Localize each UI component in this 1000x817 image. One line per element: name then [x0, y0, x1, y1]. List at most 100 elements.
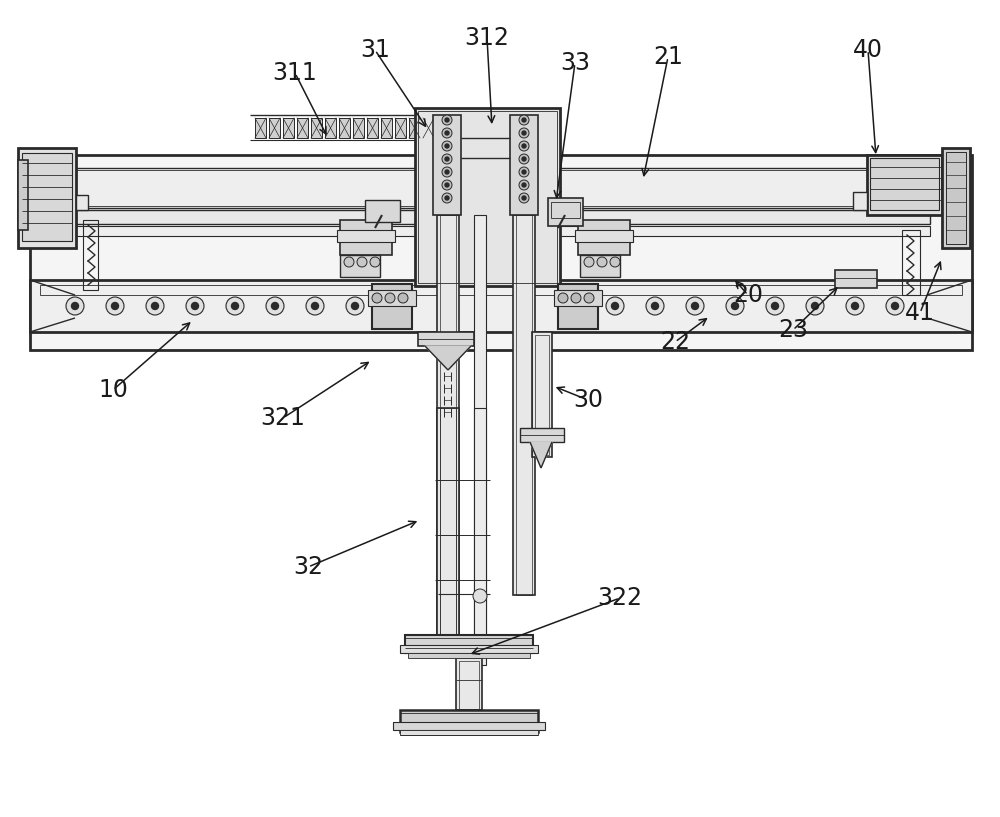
Circle shape	[445, 157, 449, 161]
Bar	[418, 332, 474, 346]
Bar	[459, 661, 479, 709]
Bar	[400, 710, 538, 732]
Circle shape	[152, 302, 158, 310]
Circle shape	[692, 302, 698, 310]
Circle shape	[442, 167, 452, 177]
Circle shape	[522, 157, 526, 161]
Bar	[551, 202, 580, 218]
Bar	[433, 115, 461, 215]
Circle shape	[522, 170, 526, 174]
Bar	[297, 118, 308, 138]
Bar	[340, 220, 392, 255]
Circle shape	[812, 302, 818, 310]
Circle shape	[442, 154, 452, 164]
Circle shape	[806, 297, 824, 315]
Bar	[75, 170, 930, 206]
Circle shape	[519, 167, 529, 177]
Bar	[393, 722, 545, 730]
Bar	[548, 198, 583, 226]
Bar	[423, 118, 434, 138]
Text: 41: 41	[905, 301, 935, 325]
Bar	[76, 195, 88, 210]
Bar	[409, 118, 420, 138]
Bar	[835, 270, 877, 288]
Circle shape	[442, 115, 452, 125]
Bar	[340, 255, 380, 277]
Bar	[558, 284, 598, 329]
Circle shape	[66, 297, 84, 315]
Bar	[578, 220, 630, 255]
Bar	[18, 148, 76, 248]
Circle shape	[597, 257, 607, 267]
Text: 21: 21	[653, 45, 683, 69]
Bar	[22, 153, 72, 241]
Circle shape	[584, 293, 594, 303]
Bar	[75, 226, 930, 236]
Bar	[367, 118, 378, 138]
Circle shape	[306, 297, 324, 315]
Circle shape	[612, 302, 618, 310]
Text: 322: 322	[598, 586, 642, 610]
Circle shape	[442, 193, 452, 203]
Circle shape	[272, 302, 278, 310]
Circle shape	[445, 170, 449, 174]
Circle shape	[445, 131, 449, 135]
Bar	[532, 332, 552, 457]
Text: 22: 22	[660, 330, 690, 354]
Bar	[400, 645, 538, 653]
Bar	[337, 230, 395, 242]
Circle shape	[442, 141, 452, 151]
Circle shape	[372, 293, 382, 303]
Circle shape	[726, 297, 744, 315]
Circle shape	[519, 128, 529, 138]
Bar	[440, 215, 456, 645]
Bar	[339, 118, 350, 138]
Bar	[353, 118, 364, 138]
Bar	[255, 118, 266, 138]
Circle shape	[766, 297, 784, 315]
Bar	[535, 335, 549, 455]
Bar	[946, 152, 966, 244]
Circle shape	[558, 293, 568, 303]
Circle shape	[72, 302, 78, 310]
Circle shape	[610, 257, 620, 267]
Text: 23: 23	[778, 318, 808, 342]
Bar	[405, 635, 533, 653]
Bar	[269, 118, 280, 138]
Bar	[870, 158, 939, 210]
Circle shape	[445, 118, 449, 122]
Bar	[513, 215, 535, 595]
Circle shape	[846, 297, 864, 315]
Text: 311: 311	[273, 61, 317, 85]
Text: 20: 20	[733, 283, 763, 307]
Circle shape	[344, 257, 354, 267]
Bar	[418, 111, 557, 283]
Circle shape	[519, 193, 529, 203]
Text: 31: 31	[360, 38, 390, 62]
Bar	[395, 118, 406, 138]
Circle shape	[106, 297, 124, 315]
Bar	[437, 215, 459, 645]
Circle shape	[519, 141, 529, 151]
Bar	[83, 220, 98, 290]
Bar	[372, 284, 412, 329]
Circle shape	[352, 302, 358, 310]
Circle shape	[571, 293, 581, 303]
Bar	[516, 215, 532, 595]
Circle shape	[852, 302, 858, 310]
Circle shape	[146, 297, 164, 315]
Circle shape	[522, 196, 526, 200]
Bar	[853, 192, 867, 210]
Circle shape	[519, 180, 529, 190]
Bar	[365, 200, 400, 222]
Circle shape	[522, 131, 526, 135]
Bar	[580, 255, 620, 277]
Circle shape	[346, 297, 364, 315]
Text: 40: 40	[853, 38, 883, 62]
Bar	[400, 730, 538, 735]
Bar	[510, 115, 538, 215]
Circle shape	[442, 180, 452, 190]
Circle shape	[886, 297, 904, 315]
Bar	[902, 230, 920, 295]
Circle shape	[445, 144, 449, 148]
